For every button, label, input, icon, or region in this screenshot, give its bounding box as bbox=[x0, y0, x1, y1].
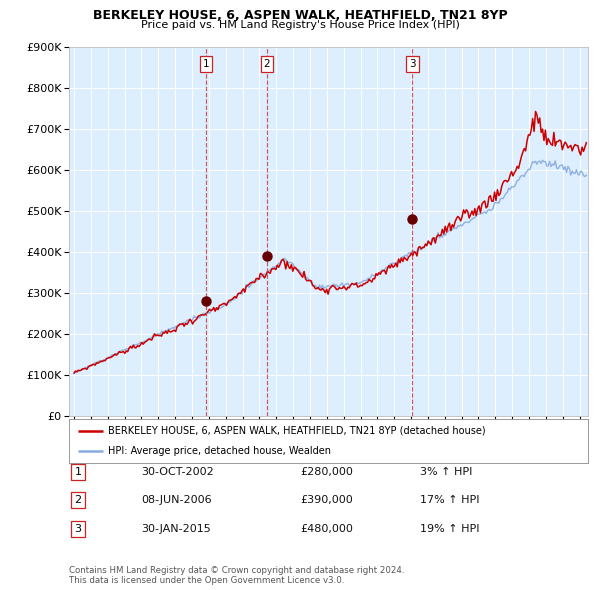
Text: 30-JAN-2015: 30-JAN-2015 bbox=[141, 524, 211, 533]
Text: 17% ↑ HPI: 17% ↑ HPI bbox=[420, 496, 479, 505]
Text: 1: 1 bbox=[203, 58, 209, 68]
Text: 08-JUN-2006: 08-JUN-2006 bbox=[141, 496, 212, 505]
Text: 30-OCT-2002: 30-OCT-2002 bbox=[141, 467, 214, 477]
Text: 2: 2 bbox=[74, 496, 82, 505]
Text: £480,000: £480,000 bbox=[300, 524, 353, 533]
Text: £280,000: £280,000 bbox=[300, 467, 353, 477]
Text: £390,000: £390,000 bbox=[300, 496, 353, 505]
Text: 1: 1 bbox=[74, 467, 82, 477]
Text: 19% ↑ HPI: 19% ↑ HPI bbox=[420, 524, 479, 533]
Text: 3: 3 bbox=[74, 524, 82, 533]
Text: Price paid vs. HM Land Registry's House Price Index (HPI): Price paid vs. HM Land Registry's House … bbox=[140, 20, 460, 30]
Text: Contains HM Land Registry data © Crown copyright and database right 2024.
This d: Contains HM Land Registry data © Crown c… bbox=[69, 566, 404, 585]
Text: 2: 2 bbox=[263, 58, 270, 68]
Text: BERKELEY HOUSE, 6, ASPEN WALK, HEATHFIELD, TN21 8YP: BERKELEY HOUSE, 6, ASPEN WALK, HEATHFIEL… bbox=[92, 9, 508, 22]
Text: 3: 3 bbox=[409, 58, 416, 68]
Text: 3% ↑ HPI: 3% ↑ HPI bbox=[420, 467, 472, 477]
Text: BERKELEY HOUSE, 6, ASPEN WALK, HEATHFIELD, TN21 8YP (detached house): BERKELEY HOUSE, 6, ASPEN WALK, HEATHFIEL… bbox=[108, 426, 485, 436]
Text: HPI: Average price, detached house, Wealden: HPI: Average price, detached house, Weal… bbox=[108, 446, 331, 456]
